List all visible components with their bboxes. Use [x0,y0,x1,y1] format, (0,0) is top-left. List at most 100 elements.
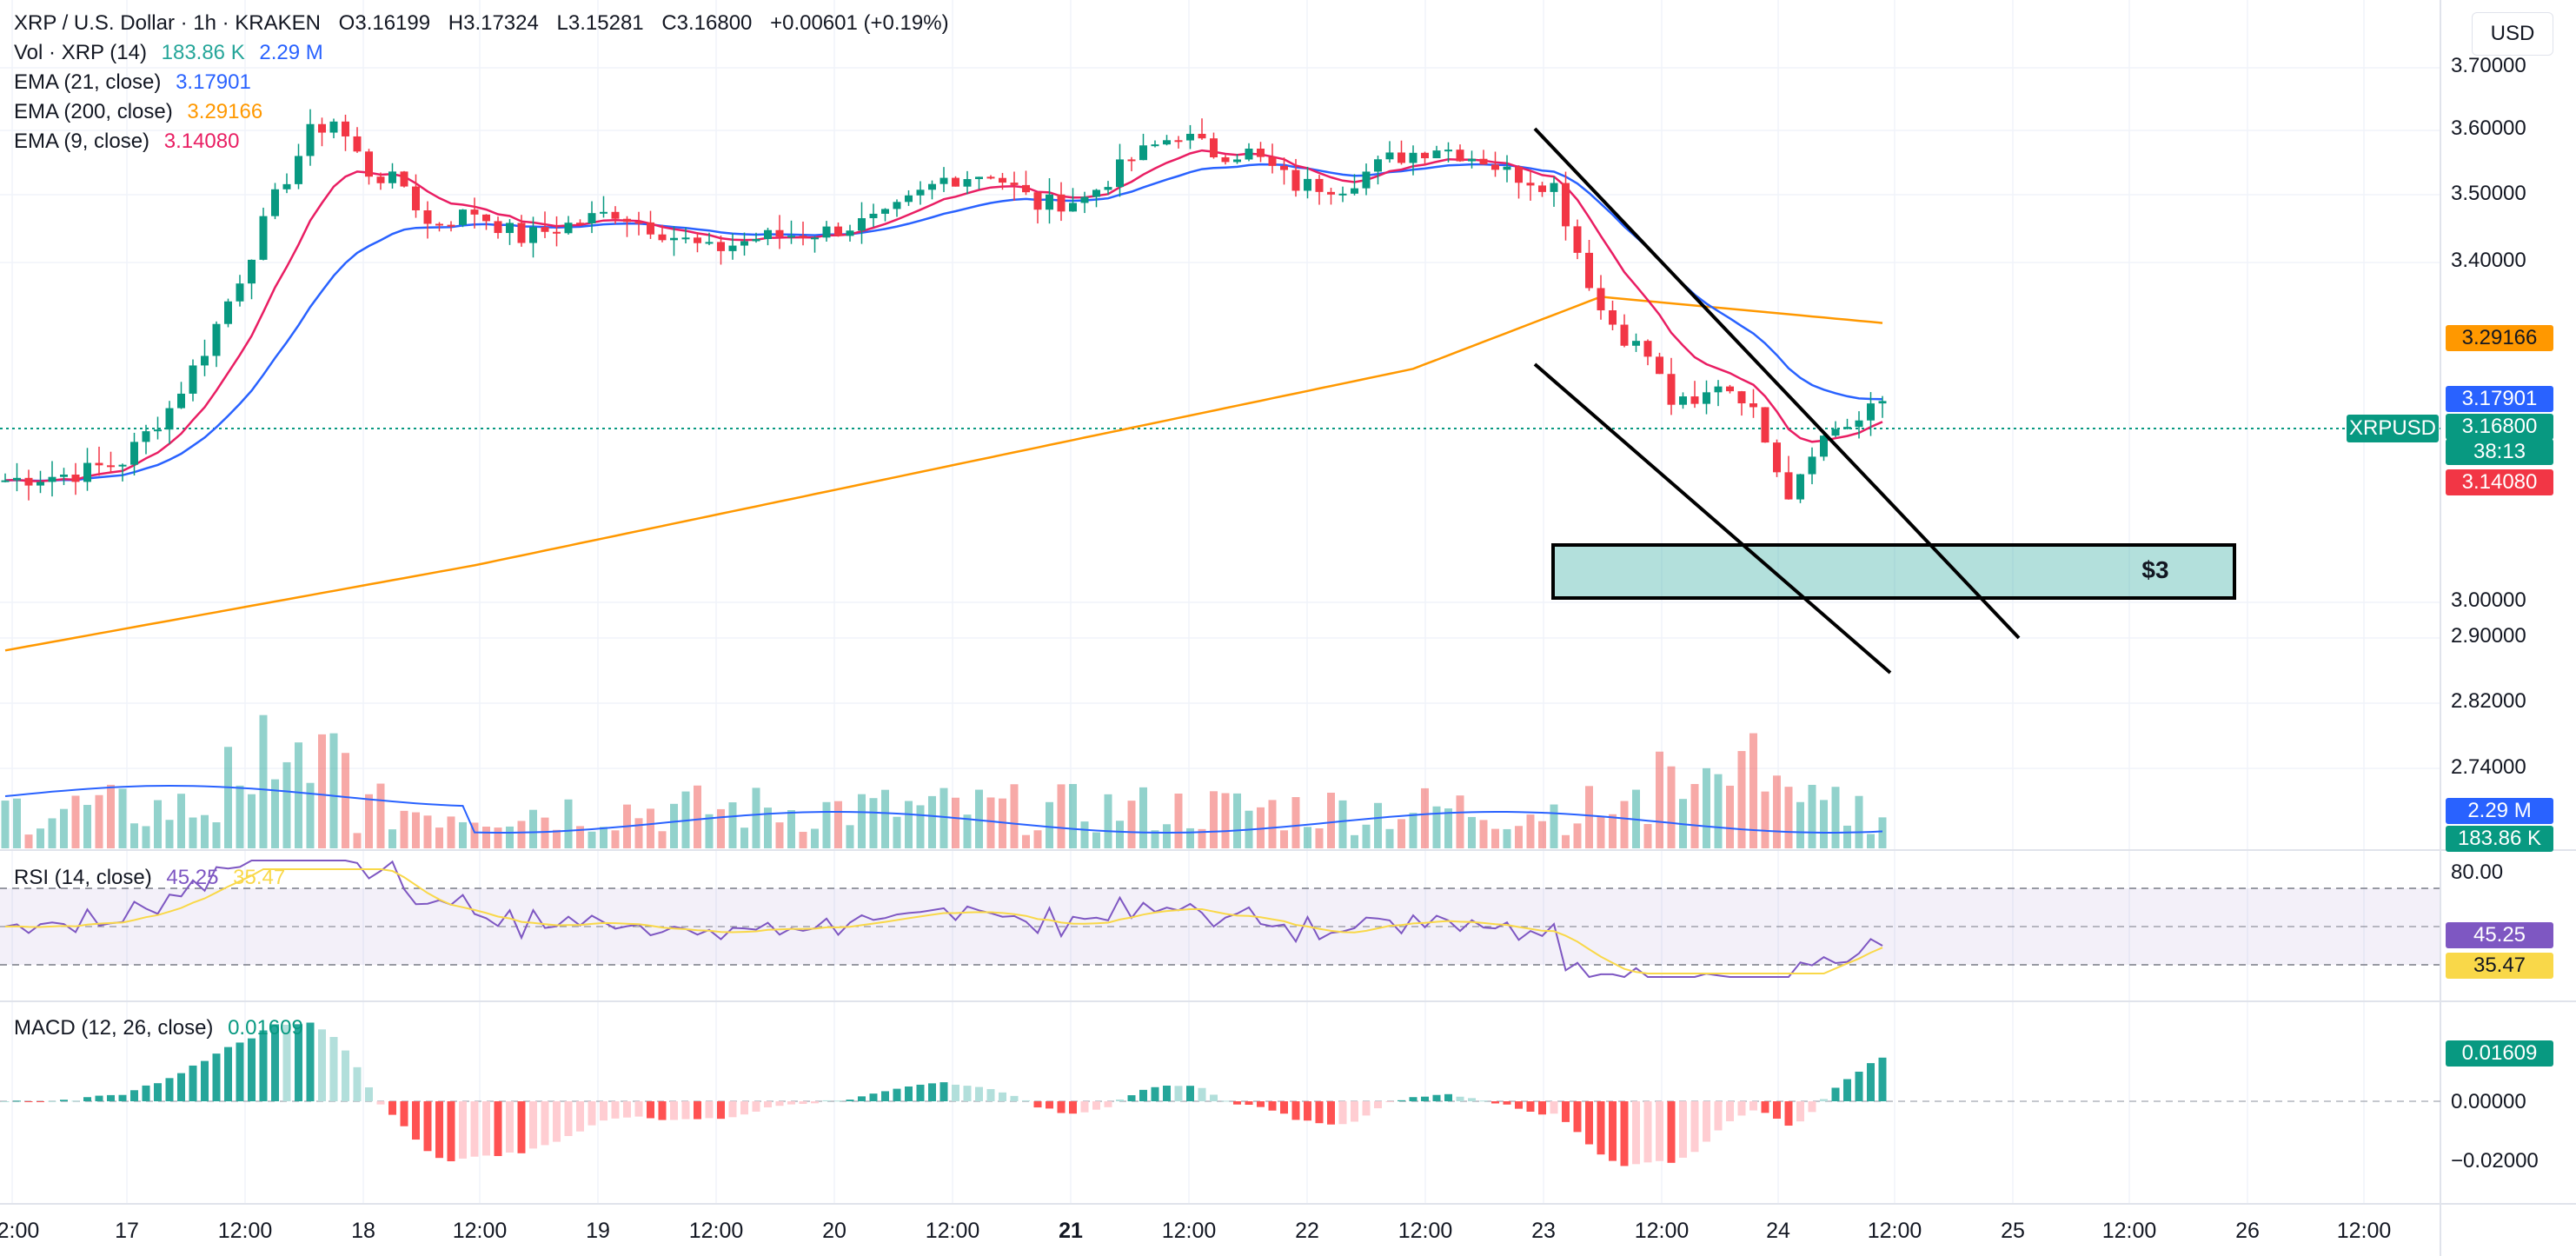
volume-bar [1773,775,1781,848]
volume-bar [1643,823,1652,848]
volume-bar [822,801,831,848]
volume-bar [1116,821,1124,848]
macd-bar [435,1101,443,1159]
candle-body [306,123,315,156]
legend-ema-200[interactable]: EMA (200, close) 3.29166 [14,97,949,127]
legend-ema-21[interactable]: EMA (21, close) 3.17901 [14,68,949,97]
candle-body [869,213,878,219]
macd-bar [1456,1096,1464,1101]
macd-bar [1749,1101,1757,1111]
macd-bar [1503,1101,1511,1105]
volume-bar [705,814,714,848]
candle-body [177,393,185,409]
macd-bar [1151,1087,1159,1101]
ema-200-badge: 3.29166 [2446,325,2553,351]
macd-bar [1632,1101,1640,1165]
candle-body [1749,403,1757,408]
macd-bar [1139,1089,1147,1101]
price-tick: 2.74000 [2451,755,2526,779]
macd-bar [1257,1101,1265,1107]
candle-body [799,236,807,238]
rsi-ma-value: 35.47 [233,866,286,889]
macd-bar [1116,1099,1124,1101]
indicator-value: 3.14080 [163,130,240,153]
candle-body [1362,171,1371,189]
volume-bar [1409,813,1417,848]
candle-body [142,431,150,442]
volume-bar [224,747,232,848]
symbol-title: XRP / U.S. Dollar · 1h · KRAKEN [14,11,321,35]
volume-bar [1820,800,1828,848]
volume-bar [634,818,643,848]
candle-body [1057,194,1066,212]
macd-bar [118,1094,127,1101]
volume-bar [752,787,760,848]
volume-bar [24,834,33,848]
ohlc-change: +0.00601 (+0.19%) [770,11,949,35]
volume-bar [1257,807,1265,848]
candle-body [775,229,784,237]
volume-bar [811,828,819,848]
legend-volume[interactable]: Vol · XRP (14) 183.86 K 2.29 M [14,38,949,68]
macd-bar [48,1100,56,1102]
volume-bar [1046,801,1053,848]
candle-body [999,177,1006,183]
volume-bar [541,817,549,848]
macd-bar [1656,1101,1663,1161]
macd-bar [506,1101,514,1153]
candle-body [506,223,514,234]
candle-body [647,222,654,235]
macd-legend[interactable]: MACD (12, 26, close) 0.01609 [14,1016,303,1040]
candle-body [939,177,948,184]
volume-bar [376,783,385,848]
candle-body [658,234,667,241]
macd-bar [1726,1101,1734,1121]
macd-bar [224,1047,232,1101]
rsi-value: 45.25 [166,866,219,889]
candle-body [1257,148,1265,157]
volume-bar [1573,823,1582,848]
volume-bar [142,826,150,848]
candle-body [1656,356,1663,375]
macd-bar [60,1100,68,1101]
macd-bar [1104,1101,1112,1107]
volume-bar [506,826,514,848]
volume-bar [1432,806,1441,848]
candle-body [259,216,268,260]
candle-body [201,356,209,366]
rsi-legend[interactable]: RSI (14, close) 45.25 35.47 [14,866,285,890]
volume-bar [95,794,103,848]
channel-upper-line[interactable] [1533,127,2021,640]
support-zone[interactable] [1551,543,2236,600]
macd-bar [1609,1101,1617,1161]
candle-body [365,151,373,177]
candle-body [1198,133,1206,139]
macd-bar [999,1092,1006,1101]
candlesticks [1,109,1887,503]
volume-bar [306,782,315,848]
candle-body [705,242,714,244]
legend-ema-9[interactable]: EMA (9, close) 3.14080 [14,127,949,156]
time-tick: 12:00 [0,1219,40,1243]
volume-bar [834,801,842,848]
volume-bar [189,817,197,848]
candle-body [881,209,889,214]
macd-bar [1703,1101,1710,1142]
channel-lower-line[interactable] [1533,362,1892,675]
macd-bar [1562,1101,1570,1122]
macd-bar [1831,1087,1840,1101]
macd-bar [37,1101,44,1102]
macd-bar [869,1093,878,1101]
volume-bar [1855,795,1863,848]
candle-body [1597,288,1605,311]
time-tick: 25 [2001,1219,2025,1243]
candle-body [1820,435,1828,457]
time-tick: 12:00 [1161,1219,1217,1243]
volume-bar [1198,828,1206,848]
currency-button[interactable]: USD [2472,12,2553,56]
macd-bar [1761,1101,1769,1113]
support-zone-label: $3 [2141,556,2168,583]
volume-bar [1362,824,1371,848]
candle-body [740,241,748,246]
